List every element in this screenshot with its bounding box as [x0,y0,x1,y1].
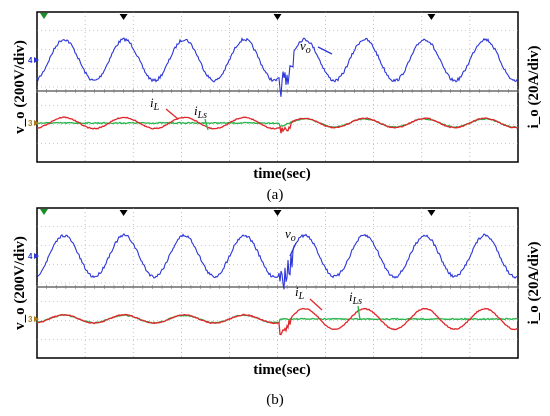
arrow-i_L [165,108,179,120]
channel-markers: 43 [28,56,39,128]
channel-marker: 4 [28,56,33,65]
channel-marker-arrow [34,57,39,63]
trigger-marker [273,14,282,20]
annotation-v_o: vo [285,226,296,244]
annotation-i_Ls: iLs [194,103,207,121]
annotations: vo iL iLs [285,226,362,321]
traces [36,37,519,134]
annotations: vo iL iLs [150,38,333,131]
channel-marker-arrow [34,316,39,322]
trace-i_L [36,116,519,134]
channel-marker: 4 [28,252,33,261]
arrow-v_o [289,242,297,257]
arrow-i_Ls [357,305,361,321]
trigger-marker [273,210,282,216]
trace-v_o [36,233,519,290]
channel-marker-arrow [34,253,39,259]
trigger-level-marker [40,13,48,19]
channel-marker: 3 [28,119,33,128]
arrow-i_Ls [204,118,209,131]
annotation-i_L: iL [150,95,160,113]
arrow-i_L [309,298,323,311]
scope-grid [36,208,519,358]
trigger-marker [427,14,436,20]
channel-marker: 3 [28,315,33,324]
annotation-i_L: iL [295,284,305,302]
y-axis-label-right: i_o (20A/div) [526,242,542,325]
trace-i_L [36,307,519,336]
trigger-marker [119,210,128,216]
trigger-level-marker [40,209,48,215]
arrow-v_o [317,46,333,55]
trace-v_o [36,37,519,97]
y-axis-label-left: v_o (200V/div) [12,236,28,330]
channel-markers: 43 [28,252,39,324]
y-axis-label-right: i_o (20A/div) [526,46,542,129]
scope-grid [36,12,519,162]
panel-caption: (a) [267,187,284,203]
panel-caption: (b) [266,392,284,408]
annotation-v_o: vo [300,38,311,56]
trigger-marker [119,14,128,20]
channel-marker-arrow [34,120,39,126]
x-axis-label: time(sec) [253,362,310,378]
annotation-i_Ls: iLs [349,289,362,307]
traces [36,233,519,336]
trigger-marker [427,210,436,216]
x-axis-label: time(sec) [253,166,310,182]
y-axis-label-left: v_o (200V/div) [12,40,28,134]
